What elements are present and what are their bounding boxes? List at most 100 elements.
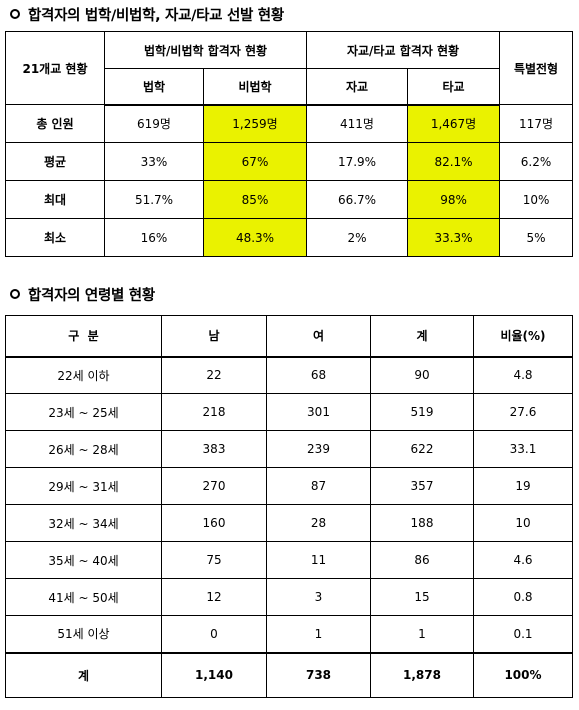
male-cell: 383 bbox=[161, 430, 267, 468]
total-cell: 90 bbox=[370, 356, 474, 394]
law-subheader: 법학 bbox=[104, 68, 204, 106]
total-cell: 15 bbox=[370, 578, 474, 616]
table-row: 22세 이하 22 68 90 4.8 bbox=[5, 356, 573, 394]
female-cell: 1 bbox=[266, 615, 371, 653]
ratio-total-cell: 100% bbox=[473, 651, 573, 698]
own-school-cell: 2% bbox=[306, 218, 409, 257]
own-school-cell: 411명 bbox=[306, 104, 409, 143]
total-cell: 188 bbox=[370, 504, 474, 542]
circle-bullet-icon bbox=[10, 9, 20, 19]
law-cell: 619명 bbox=[104, 104, 204, 143]
age-distribution-table: 구 분 남 여 계 비율(%) 22세 이하 22 68 90 4.8 23세 … bbox=[5, 315, 573, 698]
female-header: 여 bbox=[266, 315, 371, 358]
female-cell: 87 bbox=[266, 467, 371, 505]
law-school-selection-table: 21개교 현황 법학/비법학 합격자 현황 자교/타교 합격자 현황 특별전형 … bbox=[5, 31, 574, 257]
grand-total-cell: 1,878 bbox=[370, 651, 474, 698]
section2-heading: 합격자의 연령별 현황 bbox=[8, 282, 155, 306]
table-row: 29세 ~ 31세 270 87 357 19 bbox=[5, 467, 573, 505]
school-group-header: 자교/타교 합격자 현황 bbox=[306, 31, 501, 69]
row-label: 최대 bbox=[5, 180, 105, 219]
section2-title: 합격자의 연령별 현황 bbox=[28, 287, 155, 304]
age-range-cell: 29세 ~ 31세 bbox=[5, 467, 162, 505]
female-cell: 301 bbox=[266, 393, 371, 431]
row-label: 총 인원 bbox=[5, 104, 105, 143]
female-cell: 3 bbox=[266, 578, 371, 616]
law-group-header: 법학/비법학 합격자 현황 bbox=[103, 31, 308, 69]
total-row: 계 1,140 738 1,878 100% bbox=[5, 651, 573, 698]
law-cell: 16% bbox=[104, 218, 204, 257]
age-range-cell: 51세 이상 bbox=[5, 615, 162, 653]
total-header: 계 bbox=[370, 315, 474, 358]
age-range-cell: 26세 ~ 28세 bbox=[5, 430, 162, 468]
other-school-cell: 33.3% bbox=[407, 218, 501, 257]
table-row: 23세 ~ 25세 218 301 519 27.6 bbox=[5, 393, 573, 431]
female-cell: 239 bbox=[266, 430, 371, 468]
male-header: 남 bbox=[161, 315, 267, 358]
ratio-cell: 4.8 bbox=[473, 356, 573, 394]
ratio-cell: 10 bbox=[473, 504, 573, 542]
nonlaw-cell: 48.3% bbox=[202, 218, 308, 257]
other-school-cell: 1,467명 bbox=[407, 104, 501, 143]
age-range-cell: 23세 ~ 25세 bbox=[5, 393, 162, 431]
male-cell: 218 bbox=[161, 393, 267, 431]
ratio-cell: 27.6 bbox=[473, 393, 573, 431]
special-cell: 5% bbox=[499, 218, 574, 257]
ratio-cell: 19 bbox=[473, 467, 573, 505]
own-school-cell: 66.7% bbox=[306, 180, 409, 219]
special-cell: 6.2% bbox=[499, 142, 574, 181]
female-cell: 11 bbox=[266, 541, 371, 579]
table-row: 35세 ~ 40세 75 11 86 4.6 bbox=[5, 541, 573, 579]
law-cell: 51.7% bbox=[104, 180, 204, 219]
female-total-cell: 738 bbox=[266, 651, 371, 698]
total-cell: 1 bbox=[370, 615, 474, 653]
ratio-cell: 4.6 bbox=[473, 541, 573, 579]
total-cell: 357 bbox=[370, 467, 474, 505]
own-school-cell: 17.9% bbox=[306, 142, 409, 181]
circle-bullet-icon bbox=[10, 289, 20, 299]
male-total-cell: 1,140 bbox=[161, 651, 267, 698]
row-label: 최소 bbox=[5, 218, 105, 257]
table-row: 최대 51.7% 85% 66.7% 98% 10% bbox=[5, 180, 574, 219]
nonlaw-cell: 1,259명 bbox=[202, 104, 308, 143]
own-school-subheader: 자교 bbox=[306, 68, 409, 106]
row-label: 평균 bbox=[5, 142, 105, 181]
ratio-cell: 33.1 bbox=[473, 430, 573, 468]
other-school-cell: 82.1% bbox=[407, 142, 501, 181]
category-header: 구 분 bbox=[5, 315, 162, 358]
section1-heading: 합격자의 법학/비법학, 자교/타교 선발 현황 bbox=[8, 2, 284, 26]
ratio-cell: 0.1 bbox=[473, 615, 573, 653]
section1-title: 합격자의 법학/비법학, 자교/타교 선발 현황 bbox=[28, 7, 284, 24]
male-cell: 0 bbox=[161, 615, 267, 653]
male-cell: 22 bbox=[161, 356, 267, 394]
male-cell: 160 bbox=[161, 504, 267, 542]
table-row: 41세 ~ 50세 12 3 15 0.8 bbox=[5, 578, 573, 616]
age-range-cell: 41세 ~ 50세 bbox=[5, 578, 162, 616]
special-cell: 117명 bbox=[499, 104, 574, 143]
table-row: 32세 ~ 34세 160 28 188 10 bbox=[5, 504, 573, 542]
table-row: 평균 33% 67% 17.9% 82.1% 6.2% bbox=[5, 142, 574, 181]
total-cell: 519 bbox=[370, 393, 474, 431]
age-range-cell: 35세 ~ 40세 bbox=[5, 541, 162, 579]
table-row: 26세 ~ 28세 383 239 622 33.1 bbox=[5, 430, 573, 468]
age-range-cell: 22세 이하 bbox=[5, 356, 162, 394]
female-cell: 28 bbox=[266, 504, 371, 542]
special-header: 특별전형 bbox=[499, 31, 574, 105]
nonlaw-subheader: 비법학 bbox=[202, 68, 308, 106]
age-range-cell: 32세 ~ 34세 bbox=[5, 504, 162, 542]
total-cell: 622 bbox=[370, 430, 474, 468]
other-school-cell: 98% bbox=[407, 180, 501, 219]
corner-header: 21개교 현황 bbox=[5, 31, 105, 105]
nonlaw-cell: 85% bbox=[202, 180, 308, 219]
male-cell: 75 bbox=[161, 541, 267, 579]
table-row: 총 인원 619명 1,259명 411명 1,467명 117명 bbox=[5, 104, 574, 143]
other-school-subheader: 타교 bbox=[407, 68, 501, 106]
total-cell: 86 bbox=[370, 541, 474, 579]
female-cell: 68 bbox=[266, 356, 371, 394]
ratio-cell: 0.8 bbox=[473, 578, 573, 616]
nonlaw-cell: 67% bbox=[202, 142, 308, 181]
total-label: 계 bbox=[5, 651, 162, 698]
table-row: 51세 이상 0 1 1 0.1 bbox=[5, 615, 573, 653]
law-cell: 33% bbox=[104, 142, 204, 181]
table-row: 최소 16% 48.3% 2% 33.3% 5% bbox=[5, 218, 574, 257]
special-cell: 10% bbox=[499, 180, 574, 219]
